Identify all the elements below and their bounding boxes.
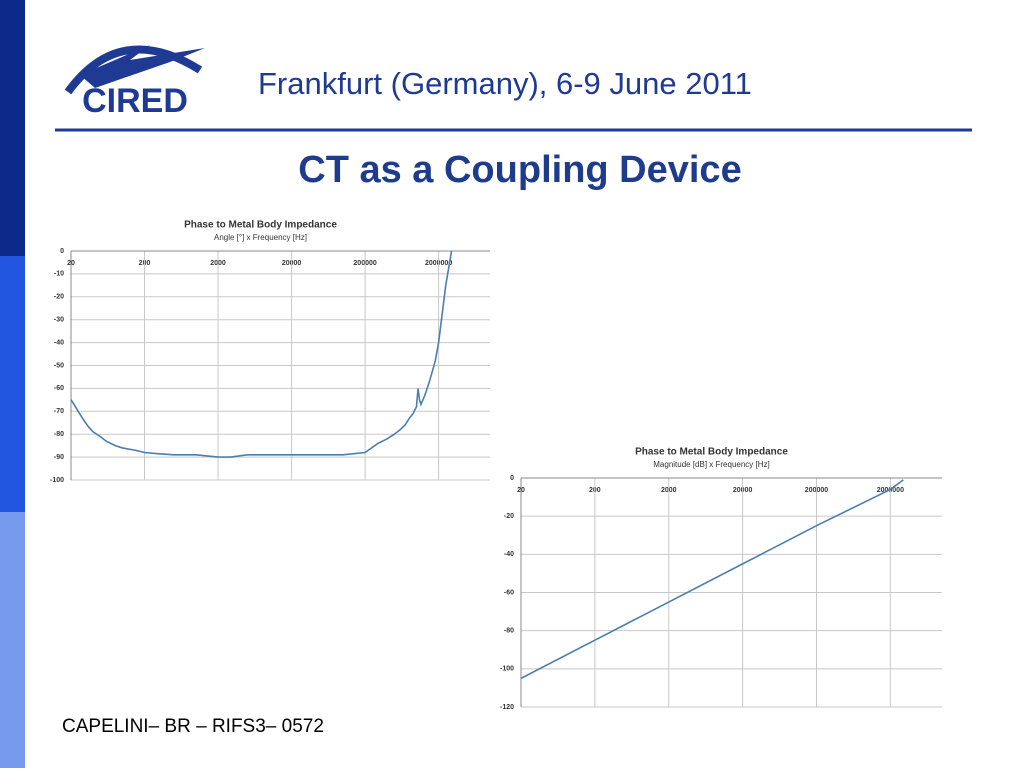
data-line — [520, 479, 904, 680]
y-tick-label: -100 — [500, 666, 514, 673]
chart-subtitle: Magnitude [dB] x Frequency [Hz] — [653, 460, 770, 469]
y-tick-label: -40 — [54, 339, 64, 346]
y-tick-label: -100 — [50, 477, 64, 484]
y-tick-label: -70 — [54, 408, 64, 415]
y-tick-label: 0 — [60, 248, 64, 255]
data-line — [70, 250, 453, 458]
chart-title: Phase to Metal Body Impedance — [184, 220, 337, 231]
y-tick-label: -10 — [54, 271, 64, 278]
y-tick-label: -30 — [54, 317, 64, 324]
y-tick-label: -60 — [54, 385, 64, 392]
y-tick-label: 0 — [510, 475, 514, 482]
side-band — [0, 256, 25, 512]
footer: CAPELINI– BR – RIFS3– 0572 — [62, 716, 324, 737]
y-tick-label: -20 — [54, 294, 64, 301]
logo-text: CIRED — [82, 82, 188, 120]
y-tick-label: -90 — [54, 454, 64, 461]
y-tick-label: -20 — [504, 513, 514, 520]
y-tick-label: -60 — [504, 589, 514, 596]
y-tick-label: -50 — [54, 362, 64, 369]
y-tick-label: -80 — [504, 628, 514, 635]
event: Frankfurt (Germany), 6-9 June 2011 — [258, 66, 752, 101]
y-tick-label: -120 — [500, 704, 514, 711]
slide-title: CT as a Coupling Device — [298, 149, 741, 191]
side-band — [0, 0, 25, 256]
y-tick-label: -80 — [54, 431, 64, 438]
y-tick-label: -40 — [504, 551, 514, 558]
logo: CIRED — [64, 45, 205, 120]
side-band — [0, 512, 25, 768]
chart-subtitle: Angle [°] x Frequency [Hz] — [214, 233, 307, 242]
chart-title: Phase to Metal Body Impedance — [635, 447, 788, 458]
